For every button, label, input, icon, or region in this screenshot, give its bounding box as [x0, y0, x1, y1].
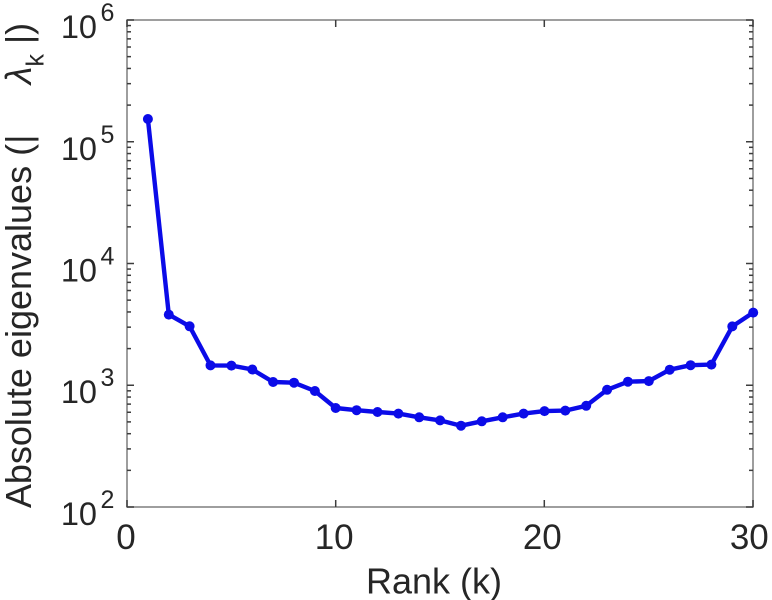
svg-text:10: 10 [61, 496, 97, 532]
svg-text:10: 10 [61, 374, 97, 410]
svg-text:30: 30 [730, 518, 769, 557]
svg-text:5: 5 [101, 121, 115, 149]
svg-text:6: 6 [101, 0, 115, 27]
svg-text:10: 10 [315, 518, 354, 557]
svg-text:20: 20 [523, 518, 562, 557]
svg-text:4: 4 [101, 243, 115, 271]
svg-text:10: 10 [61, 253, 97, 289]
svg-text:2: 2 [101, 486, 115, 514]
svg-text:10: 10 [61, 9, 97, 45]
svg-text:10: 10 [61, 131, 97, 167]
svg-text:Absolute eigenvalues (|λk|): Absolute eigenvalues (|λk|) [0, 23, 50, 508]
svg-text:Rank (k): Rank (k) [366, 561, 502, 600]
svg-text:3: 3 [101, 364, 115, 392]
svg-text:0: 0 [116, 518, 135, 557]
